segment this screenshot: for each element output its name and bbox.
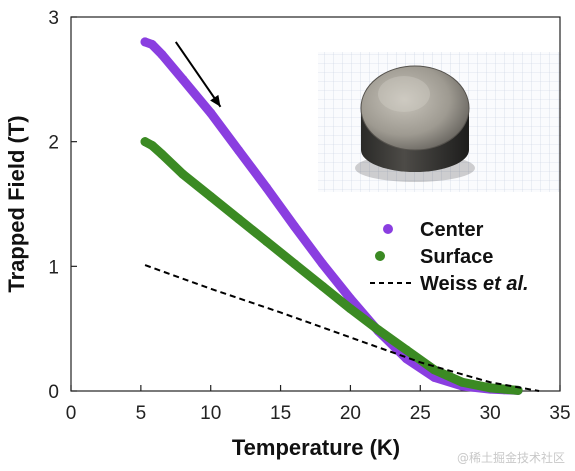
- watermark: @稀土掘金技术社区: [457, 450, 565, 465]
- x-tick-label: 35: [549, 403, 570, 424]
- y-tick-label: 3: [48, 8, 59, 29]
- center-data-point: [206, 108, 216, 118]
- x-tick-label: 0: [66, 403, 77, 424]
- x-tick-label: 30: [480, 403, 501, 424]
- trend-arrow-head-icon: [210, 94, 221, 107]
- surface-data-point: [147, 140, 157, 150]
- center-data-point: [317, 259, 327, 269]
- surface-data-point: [178, 169, 188, 179]
- y-tick-label: 0: [48, 382, 59, 403]
- trend-arrow-shaft: [174, 41, 222, 108]
- x-tick-label: 25: [410, 403, 431, 424]
- surface-data-point: [401, 345, 411, 355]
- surface-series-line: [140, 137, 523, 395]
- legend: Center Surface Weiss et al.: [370, 219, 529, 295]
- annotation-layer: [174, 41, 222, 108]
- surface-data-point: [140, 137, 150, 147]
- surface-data-point: [345, 304, 355, 314]
- center-data-point: [157, 49, 167, 59]
- center-data-point: [140, 37, 150, 47]
- center-data-point: [234, 145, 244, 155]
- x-axis-title: Temperature (K): [232, 435, 400, 460]
- x-tick-label: 15: [270, 403, 291, 424]
- series-layer: [140, 37, 540, 395]
- surface-data-point: [317, 281, 327, 291]
- surface-data-point: [157, 149, 167, 159]
- legend-weiss-label-italic: et al.: [483, 273, 529, 295]
- y-tick-label: 2: [48, 133, 59, 154]
- x-tick-label: 5: [136, 403, 147, 424]
- center-data-point: [262, 183, 272, 193]
- surface-data-point: [457, 377, 467, 387]
- x-tick-label: 20: [340, 403, 361, 424]
- y-tick-label: 1: [48, 257, 59, 278]
- surface-data-point: [234, 214, 244, 224]
- surface-data-point: [290, 259, 300, 269]
- surface-data-point: [262, 236, 272, 246]
- surface-data-point: [373, 325, 383, 335]
- center-data-point: [178, 74, 188, 84]
- legend-weiss-label: Weiss et al.: [420, 273, 529, 295]
- center-data-point: [345, 294, 355, 304]
- legend-weiss-label-main: Weiss: [420, 273, 483, 295]
- legend-center-label: Center: [420, 219, 484, 241]
- inset-sample-photo: [318, 52, 561, 192]
- y-axis: 0 1 2 3: [48, 8, 77, 403]
- legend-surface-label: Surface: [420, 246, 493, 268]
- x-tick-label: 10: [200, 403, 221, 424]
- y-axis-title: Trapped Field (T): [4, 115, 29, 292]
- legend-surface-marker: [375, 251, 385, 261]
- surface-data-point: [429, 365, 439, 375]
- center-data-point: [290, 221, 300, 231]
- surface-data-point: [206, 192, 216, 202]
- legend-center-marker: [383, 224, 393, 234]
- surface-data-point: [485, 383, 495, 393]
- weiss-et-al-series-line: [144, 264, 540, 392]
- plot-area: [70, 16, 561, 392]
- center-data-point: [147, 39, 157, 49]
